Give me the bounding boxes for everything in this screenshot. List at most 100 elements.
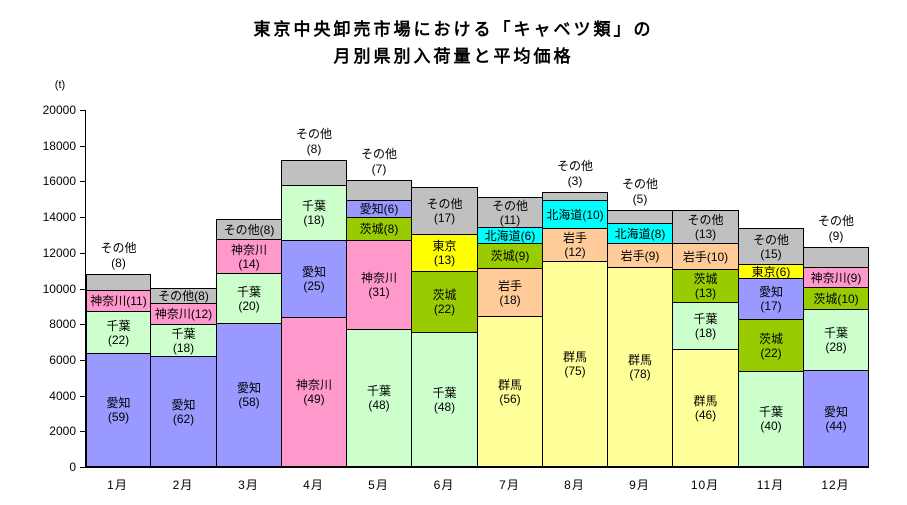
bar-segment-label: その他(8) xyxy=(158,289,209,303)
bar-segment: その他 (17) xyxy=(411,187,478,235)
bar-segment: 東京(6) xyxy=(738,264,804,279)
bar-segment-label: 愛知 xyxy=(171,397,196,412)
y-axis-tick xyxy=(80,431,85,433)
bar-segment: 千葉 (22) xyxy=(86,311,151,354)
y-axis-label: 4000 xyxy=(49,388,76,403)
bar-segment-label: (44) xyxy=(825,418,847,433)
x-axis-label: 10月 xyxy=(690,478,720,492)
bar-segment-label: 愛知 xyxy=(301,265,326,279)
chart-title-line2: 月別県別入荷量と平均価格 xyxy=(333,47,574,66)
bar-segment: 千葉 (40) xyxy=(738,371,804,467)
bar-top-label-line: (8) xyxy=(306,142,322,156)
bar-segment: 愛知 (25) xyxy=(281,240,347,318)
bar-segment-label: (40) xyxy=(760,419,782,433)
bar-segment: 茨城(10) xyxy=(803,287,869,310)
bar-top-label-line: その他 xyxy=(556,159,593,173)
bar-segment-label: (62) xyxy=(172,411,195,426)
bar-segment: 群馬 (78) xyxy=(607,267,673,467)
bar-segment-label: 茨城(9) xyxy=(490,249,530,263)
bar-segment-label: (15) xyxy=(760,246,782,261)
bar-segment: 岩手(9) xyxy=(607,243,673,268)
x-axis-label: 6月 xyxy=(433,478,455,492)
x-axis-label: 4月 xyxy=(303,478,324,492)
bar-segment-label: その他(8) xyxy=(223,222,275,237)
bar-segment-label: 神奈川 xyxy=(360,271,397,285)
y-axis-label: 2000 xyxy=(49,424,76,439)
y-axis-tick xyxy=(80,324,85,326)
bar-segment-label: (13) xyxy=(433,253,456,267)
bar-segment xyxy=(607,210,673,224)
bar-segment-label: (25) xyxy=(303,279,325,293)
bar-segment: 神奈川 (49) xyxy=(281,317,347,467)
bar-segment: 東京 (13) xyxy=(411,234,478,272)
bar-segment-label: 北海道(10) xyxy=(546,207,604,222)
bar-top-label-line: (7) xyxy=(371,162,387,176)
bar-segment: 岩手 (12) xyxy=(542,228,608,262)
bar-segment: 神奈川(12) xyxy=(150,303,217,325)
bar-segment-label: (78) xyxy=(629,367,651,381)
bar-segment-label: (28) xyxy=(825,340,847,354)
bar-segment: その他(8) xyxy=(150,288,217,304)
bar-segment: その他 (11) xyxy=(477,197,543,228)
bar-segment: 愛知 (58) xyxy=(216,323,282,467)
bar-segment-label: (11) xyxy=(499,212,521,227)
bar-segment-label: 群馬 xyxy=(693,394,718,408)
bar-segment-label: (22) xyxy=(107,332,130,347)
bar-segment-label: 茨城 xyxy=(693,272,718,286)
bar-segment-label: (12) xyxy=(564,245,586,259)
bar-segment-label: (17) xyxy=(433,211,456,225)
bar-segment-label: 神奈川(12) xyxy=(154,307,213,321)
y-axis-tick xyxy=(80,395,85,397)
bar-segment-label: 千葉 xyxy=(106,318,131,333)
bar-segment: 千葉 (18) xyxy=(281,185,347,241)
bar-top-label-line: (8) xyxy=(111,256,126,270)
bar-top-label-line: その他 xyxy=(360,147,397,161)
bar-segment-label: 千葉 xyxy=(432,385,457,400)
bar-segment-label: 東京(6) xyxy=(751,264,791,279)
chart-title-line1: 東京中央卸売市場における「キャベツ類」の xyxy=(253,20,654,39)
bar-segment: 茨城(9) xyxy=(477,243,543,269)
bar-segment-label: (18) xyxy=(303,213,325,227)
bar-segment: 群馬 (75) xyxy=(542,261,608,467)
bar-segment: 愛知 (44) xyxy=(803,370,869,467)
bar-top-label: その他 (7) xyxy=(346,147,412,177)
bar-segment: 茨城 (22) xyxy=(738,319,804,372)
x-axis-label: 2月 xyxy=(172,478,194,492)
y-axis-tick xyxy=(80,467,85,468)
bar-segment xyxy=(803,247,869,268)
y-axis-tick xyxy=(80,217,85,219)
bar-segment-label: その他 xyxy=(491,198,528,213)
y-axis-label: 10000 xyxy=(42,281,76,296)
bar-segment: 群馬 (46) xyxy=(672,349,739,467)
x-axis-label: 12月 xyxy=(821,478,850,492)
bar-segment-label: その他 xyxy=(752,232,789,247)
y-axis-tick xyxy=(80,252,85,254)
bar-segment: 愛知 (59) xyxy=(86,353,151,467)
x-axis-label: 3月 xyxy=(238,478,259,492)
bar-segment-label: 東京 xyxy=(432,239,457,253)
x-axis-label: 8月 xyxy=(564,478,585,492)
bar-segment-label: 神奈川(11) xyxy=(90,294,147,308)
y-axis-tick xyxy=(80,181,85,183)
bar-segment-label: 千葉 xyxy=(758,405,783,419)
bar-segment-label: (56) xyxy=(499,391,521,406)
bar-segment-label: (48) xyxy=(368,398,390,412)
bar-segment: 愛知(6) xyxy=(346,200,412,218)
bar-top-label: その他 (3) xyxy=(542,159,608,189)
bar-segment-label: (18) xyxy=(172,340,195,355)
bar-segment xyxy=(281,160,347,186)
bar-segment: 千葉 (20) xyxy=(216,273,282,324)
x-axis-label: 9月 xyxy=(629,478,650,492)
bar-segment-label: 群馬 xyxy=(497,377,522,392)
bar-segment-label: 愛知 xyxy=(106,396,131,410)
bar-segment: 岩手 (18) xyxy=(477,268,543,317)
bar-segment-label: (22) xyxy=(433,302,456,316)
y-axis-tick xyxy=(80,145,85,147)
bar-segment: 北海道(6) xyxy=(477,227,543,244)
bar-segment-label: 千葉 xyxy=(693,312,718,326)
bar-top-label-line: (9) xyxy=(828,229,844,243)
bar-top-label: その他 (8) xyxy=(86,241,151,271)
bar-segment-label: 千葉 xyxy=(236,284,261,299)
bar-segment xyxy=(346,180,412,201)
